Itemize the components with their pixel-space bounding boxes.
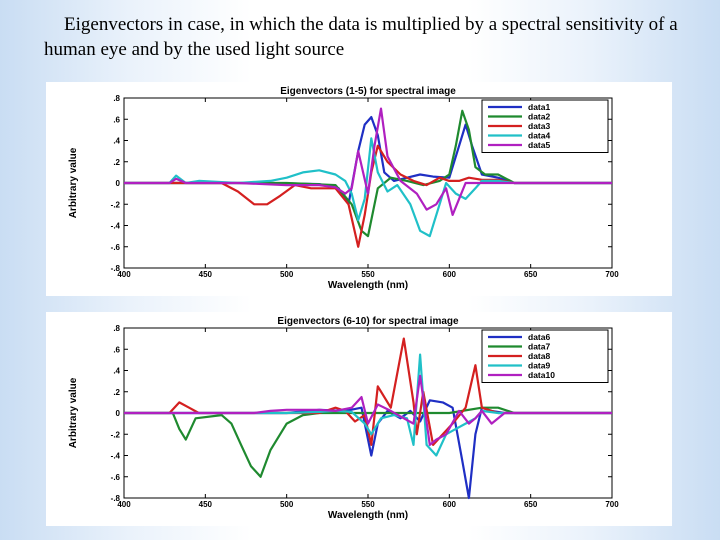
- y-tick-label: .8: [113, 324, 120, 333]
- y-axis-label: Arbitrary value: [68, 377, 79, 448]
- eigenvectors-6-10-chart: Eigenvectors (6-10) for spectral image -.…: [68, 316, 619, 521]
- x-tick-label: 700: [605, 500, 619, 509]
- y-tick-label: -.6: [111, 243, 121, 252]
- y-tick-label: -.4: [111, 452, 121, 461]
- y-tick-label: -.6: [111, 473, 121, 482]
- y-tick-label: 0: [116, 179, 121, 188]
- legend-label-data4: data4: [528, 131, 550, 141]
- y-tick-label: .2: [113, 158, 120, 167]
- y-tick-label: .6: [113, 115, 120, 124]
- x-axis-label: Wavelength (nm): [328, 510, 408, 521]
- x-tick-label: 700: [605, 270, 619, 279]
- x-tick-label: 500: [280, 270, 294, 279]
- eigenvectors-1-5-chart: Eigenvectors (1-5) for spectral image -.8…: [68, 86, 619, 291]
- y-tick-label: 0: [116, 409, 121, 418]
- chart-title: Eigenvectors (6-10) for spectral image: [277, 316, 459, 327]
- legend-label-data2: data2: [528, 112, 550, 122]
- legend-label-data3: data3: [528, 121, 550, 131]
- y-tick-label: -.4: [111, 222, 121, 231]
- x-tick-label: 550: [361, 270, 375, 279]
- caption-text: Eigenvectors in case, in which the data …: [44, 14, 678, 60]
- x-tick-label: 450: [199, 270, 213, 279]
- legend-label-data7: data7: [528, 342, 550, 352]
- y-tick-label: -.8: [111, 494, 121, 503]
- series-line-data6: [124, 399, 612, 500]
- x-tick-label: 600: [443, 500, 457, 509]
- legend-label-data5: data5: [528, 140, 550, 150]
- x-tick-label: 450: [199, 500, 213, 509]
- series-line-data7: [124, 406, 612, 478]
- x-axis-label: Wavelength (nm): [328, 280, 408, 291]
- x-tick-label: 500: [280, 500, 294, 509]
- series-line-data5: [124, 107, 612, 216]
- x-tick-label: 650: [524, 270, 538, 279]
- legend-label-data10: data10: [528, 370, 555, 380]
- x-tick-label: 650: [524, 500, 538, 509]
- y-tick-label: .2: [113, 388, 120, 397]
- series-line-data10: [124, 374, 612, 446]
- y-tick-label: -.8: [111, 264, 121, 273]
- x-tick-label: 400: [117, 500, 131, 509]
- y-axis-label: Arbitrary value: [68, 147, 79, 218]
- x-tick-label: 550: [361, 500, 375, 509]
- x-tick-label: 600: [443, 270, 457, 279]
- y-tick-label: .4: [113, 137, 120, 146]
- y-tick-label: .4: [113, 367, 120, 376]
- y-tick-label: .6: [113, 345, 120, 354]
- chart-title: Eigenvectors (1-5) for spectral image: [280, 86, 456, 97]
- x-tick-label: 400: [117, 270, 131, 279]
- y-tick-label: .8: [113, 94, 120, 103]
- slide-caption: Eigenvectors in case, in which the data …: [44, 12, 704, 62]
- chart-panel-2: Eigenvectors (6-10) for spectral image -.…: [46, 312, 672, 526]
- legend-label-data6: data6: [528, 332, 550, 342]
- legend-label-data1: data1: [528, 102, 550, 112]
- y-tick-label: -.2: [111, 200, 121, 209]
- legend-label-data8: data8: [528, 351, 550, 361]
- chart-panel-1: Eigenvectors (1-5) for spectral image -.8…: [46, 82, 672, 296]
- y-tick-label: -.2: [111, 430, 121, 439]
- legend-label-data9: data9: [528, 361, 550, 371]
